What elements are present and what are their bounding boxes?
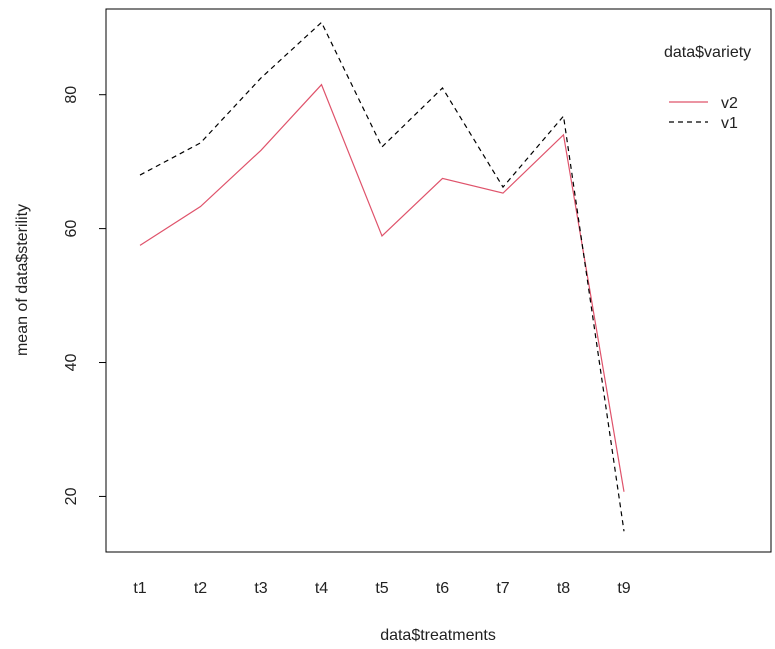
legend-label-v1: v1 [721,115,738,132]
legend-title: data$variety [664,44,751,61]
series-line-v2 [139,83,625,492]
legend: data$variety v2 v1 [664,44,751,132]
x-tick-label: t3 [254,580,267,597]
x-tick-label: t5 [375,580,388,597]
x-tick-label: t6 [436,580,449,597]
legend-label-v2: v2 [721,95,738,112]
x-tick-label: t9 [617,580,630,597]
y-tick-label: 20 [63,487,80,505]
x-tick-label: t4 [315,580,328,597]
y-axis: 20 40 60 80 [63,86,106,505]
y-tick-label: 80 [63,86,80,104]
x-tick-label: t7 [496,580,509,597]
y-tick-label: 60 [63,220,80,238]
x-tick-label: t1 [133,580,146,597]
series-layer [139,21,625,532]
x-tick-label: t8 [557,580,570,597]
x-tick-label: t2 [194,580,207,597]
series-line-v1 [139,21,625,532]
x-axis: t1 t2 t3 t4 t5 t6 t7 t8 t9 [133,580,630,597]
y-tick-label: 40 [63,354,80,372]
x-axis-label: data$treatments [380,627,496,644]
y-axis-label: mean of data$sterility [14,204,31,356]
plot-frame [105,8,772,553]
